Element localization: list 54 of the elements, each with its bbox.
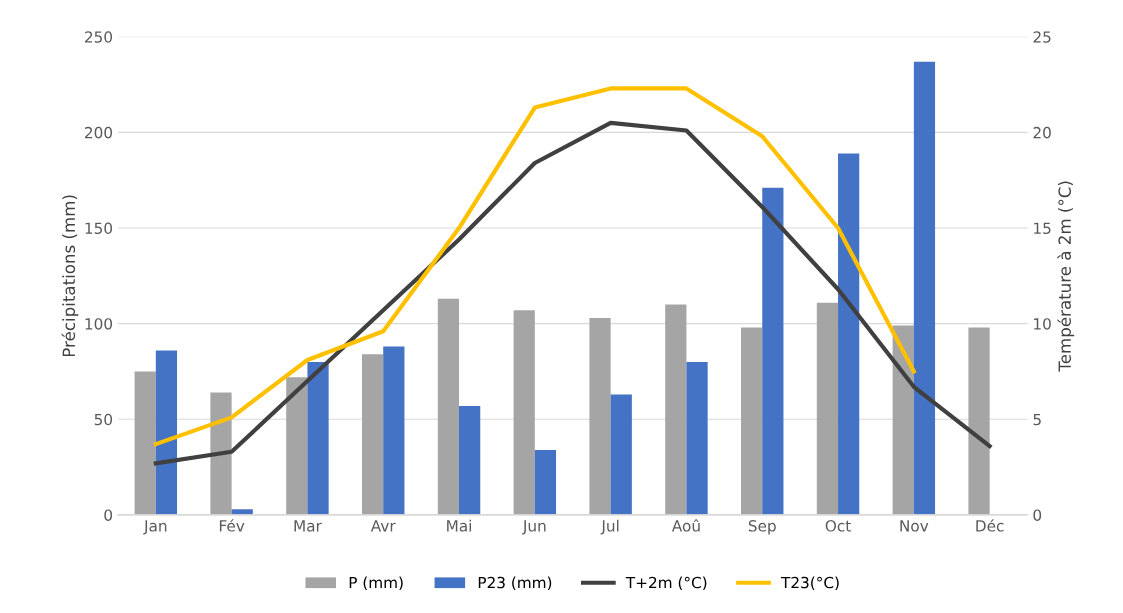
bar [665, 304, 687, 515]
y-tick-label: 0 [104, 509, 113, 521]
bar [513, 310, 535, 515]
bar [762, 187, 784, 515]
bar [362, 354, 384, 515]
y2-tick-label: 10 [1034, 318, 1051, 330]
y-tick-label: 150 [85, 222, 113, 235]
bar [307, 361, 329, 515]
legend-label: T+2m (°C) [625, 576, 707, 591]
bar [589, 317, 611, 515]
bar [968, 327, 990, 515]
x-tick-label: Déc [976, 519, 1004, 532]
bar [816, 302, 839, 515]
x-tick-label: Jan [143, 520, 167, 535]
bar [838, 153, 860, 515]
bar [610, 394, 632, 515]
bar [686, 361, 708, 515]
bar [286, 377, 308, 515]
x-tick-label: Nov [900, 520, 929, 532]
bar [892, 325, 914, 515]
x-tick-label: Jul [600, 519, 619, 535]
bar [134, 371, 156, 515]
y2-axis-title: Température à 2m (°C) [1057, 181, 1075, 372]
x-tick-label: Mar [294, 520, 322, 532]
line-series [153, 120, 992, 466]
x-tick-label: Mai [447, 519, 471, 532]
y-tick-label: 100 [85, 318, 113, 330]
y2-tick-label: 5 [1033, 413, 1041, 426]
bar [155, 350, 178, 515]
bar [913, 61, 936, 515]
bar [437, 298, 460, 515]
y2-tick-label: 15 [1034, 222, 1051, 235]
y2-tick-label: 0 [1033, 509, 1042, 521]
bar [210, 392, 232, 515]
y-tick-label: 50 [94, 413, 113, 426]
bar [534, 449, 557, 515]
line-series [153, 86, 916, 447]
x-tick-label: Fév [219, 519, 245, 532]
y-axis-title: Précipitations (mm) [61, 195, 79, 357]
bar [741, 327, 763, 515]
x-tick-label: Aoû [671, 519, 700, 532]
x-tick-label: Avr [370, 520, 396, 532]
legend-label: P23 (mm) [478, 576, 552, 591]
legend-label: P (mm) [349, 576, 403, 591]
bar [383, 346, 405, 515]
y2-tick-label: 25 [1033, 31, 1051, 43]
x-tick-label: Jun [522, 520, 546, 535]
y-tick-label: 250 [85, 31, 113, 43]
bar [459, 405, 481, 515]
y2-tick-label: 20 [1033, 126, 1051, 139]
legend-label: T23(°C) [780, 576, 839, 591]
x-tick-label: Sep [748, 520, 776, 535]
x-tick-label: Oct [825, 520, 851, 532]
y-tick-label: 200 [85, 126, 113, 139]
